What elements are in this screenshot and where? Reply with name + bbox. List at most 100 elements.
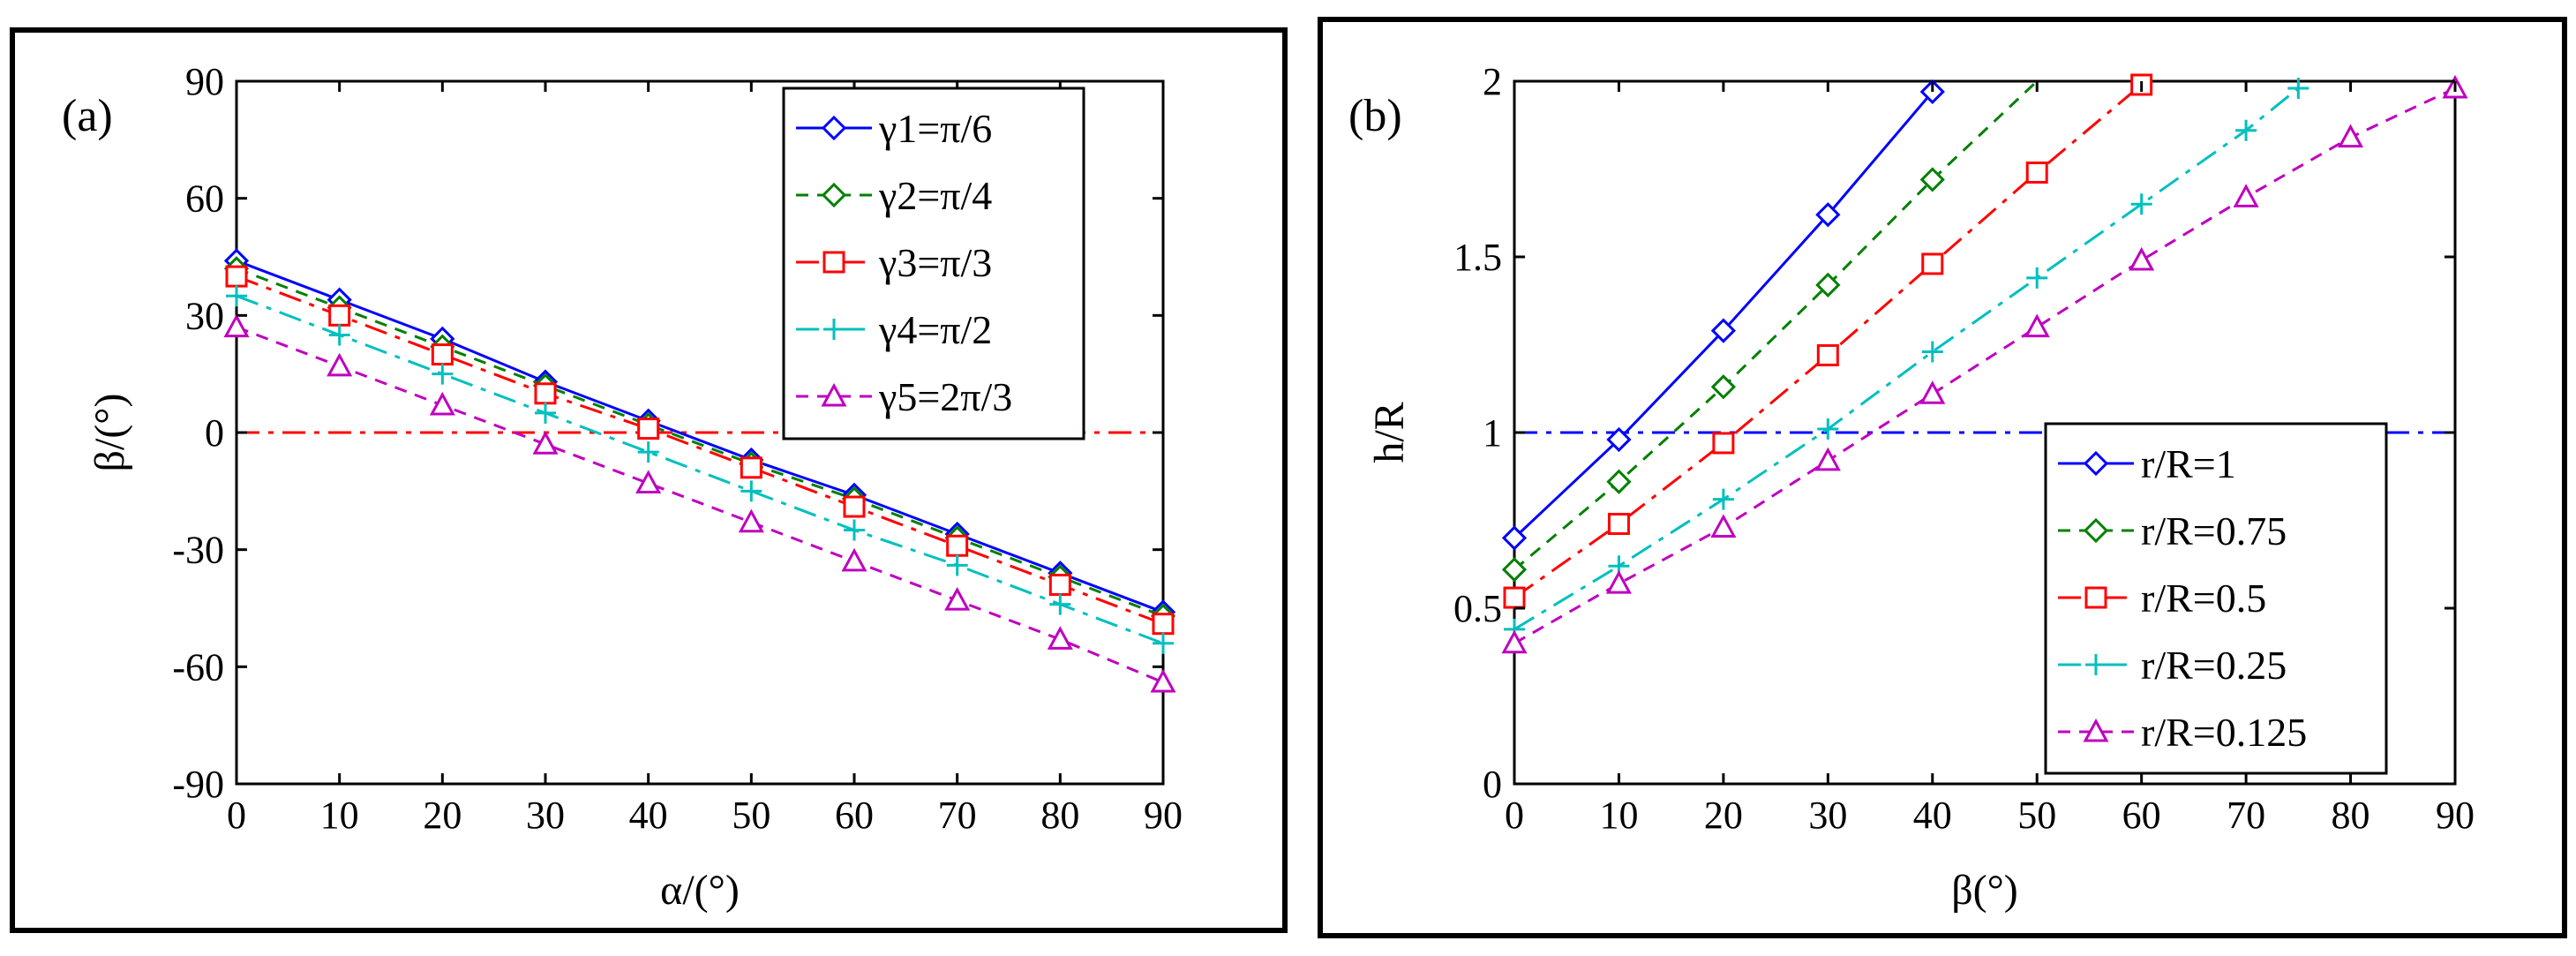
chart-b-legend-marker-4: [2085, 654, 2107, 675]
chart-a-series-4-point: [226, 285, 247, 307]
chart-a-series-4-point: [1153, 632, 1174, 654]
chart-a-series-3-point: [946, 534, 969, 557]
chart-a-ytick-label: 90: [185, 60, 224, 103]
chart-b-xtick-label: 10: [1599, 794, 1638, 837]
chart-a-xtick-label: 0: [227, 794, 246, 837]
chart-b-series-3-point: [2025, 161, 2048, 184]
chart-a-series-5-point: [1047, 626, 1073, 650]
panel-b-label: (b): [1348, 91, 1402, 141]
chart-a-series-5-point: [944, 587, 971, 611]
chart-a-xtick-label: 20: [423, 794, 462, 837]
chart-a-legend-label-2: γ2=π/4: [878, 173, 992, 218]
chart-b-series-4-point: [2287, 77, 2309, 99]
chart-b-series-5-point: [2338, 124, 2364, 148]
chart-a-series-5-point: [635, 470, 662, 493]
chart-a-ytick-label: 30: [185, 294, 224, 337]
chart-b-legend-label-3: r/R=0.5: [2141, 576, 2266, 621]
chart-a-series-5-point: [841, 547, 867, 572]
chart-a-series-5-point: [1150, 668, 1176, 693]
chart-b-series-2-point: [1710, 374, 1737, 400]
chart-a-ytick-label: -60: [172, 645, 224, 689]
chart-a-legend-label-1: γ1=π/6: [878, 106, 992, 151]
chart-a-series-3-point: [328, 304, 351, 327]
panel-a-label: (a): [62, 91, 113, 141]
chart-a-legend-marker-4: [823, 319, 845, 340]
chart-a: (a) 0 10 20 30 40 50 60 70 80 90-90-60-300306090 …: [62, 60, 1183, 914]
chart-b-legend: r/R=1 r/R=0.75 r/R=0.5 r/R=0.25 r/R=0.125: [2044, 422, 2388, 775]
chart-a-xtick-label: 60: [835, 794, 874, 837]
chart-a-series-5-point: [327, 352, 353, 377]
chart-a-xtick-label: 10: [320, 794, 359, 837]
chart-b: (b) 0 10 20 30 40 50 60 70 80 90 0 0.5 1 1.5 2 β(°) h/…: [1348, 60, 2475, 914]
chart-a-series-4-point: [328, 324, 350, 346]
chart-a-series-4-point: [844, 519, 865, 541]
chart-a-xlabel: α/(°): [660, 867, 740, 914]
chart-a-series-2-line: [236, 267, 1164, 618]
chart-a-series-1-line: [236, 260, 1164, 613]
chart-b-series-3-point: [1712, 432, 1735, 455]
chart-b-ylabel: h/R: [1366, 402, 1413, 463]
chart-b-series-3-point: [1816, 343, 1839, 366]
chart-a-series-3-point: [637, 418, 660, 440]
chart-b-legend-marker-5: [2083, 718, 2109, 742]
chart-b-xtick-label: 60: [2122, 794, 2161, 837]
chart-a-legend-label-5: γ5=2π/3: [878, 374, 1012, 419]
chart-a-series-3-point: [534, 382, 557, 405]
chart-b-legend-label-5: r/R=0.125: [2141, 710, 2307, 755]
chart-a-ytick-label: -90: [172, 763, 224, 806]
chart-a-ytick-label: -30: [172, 529, 224, 572]
chart-b-series-3-point: [1503, 586, 1526, 609]
chart-b-series-5-point: [2233, 184, 2259, 207]
chart-b-legend-label-2: r/R=0.75: [2141, 508, 2287, 553]
chart-b-series-4-point: [1817, 418, 1839, 440]
chart-b-series-4-point: [1712, 488, 1734, 510]
chart-b-legend-marker-3: [2084, 586, 2107, 609]
chart-b-legend-label-1: r/R=1: [2141, 441, 2236, 486]
chart-b-series-1-point: [1606, 426, 1632, 453]
chart-a-legend-marker-1: [821, 115, 847, 141]
chart-b-ytick-label: 0: [1483, 763, 1502, 806]
chart-b-series-2-point: [1815, 272, 1841, 297]
chart-a-series-4-point: [637, 441, 659, 463]
chart-b-series-5-point: [2129, 246, 2155, 271]
chart-b-xtick-label: 90: [2436, 794, 2475, 837]
chart-b-xtick-label: 0: [1505, 794, 1524, 837]
chart-a-series-3-point: [843, 495, 866, 518]
chart-b-series-2-point: [1606, 469, 1632, 494]
chart-b-series-4-point: [1921, 341, 1943, 363]
chart-a-series-4-point: [1049, 593, 1071, 615]
chart-a-ytick-label: 0: [205, 411, 224, 455]
chart-a-legend-marker-2: [821, 182, 847, 208]
chart-a-xtick-label: 30: [526, 794, 565, 837]
chart-a-series-4-point: [946, 554, 968, 576]
chart-b-series-5-point: [1710, 514, 1737, 538]
chart-a-xtick-label: 40: [629, 794, 668, 837]
chart-b-series-2-point: [1919, 167, 1945, 192]
chart-a-series-3-line: [236, 275, 1164, 626]
chart-b-series-1-point: [1815, 202, 1841, 228]
chart-a-series-3-point: [225, 265, 248, 288]
chart-a-series-5-point: [738, 508, 764, 533]
chart-a-xtick-label: 50: [732, 794, 770, 837]
chart-a-series-5-point: [223, 313, 250, 338]
chart-b-xtick-label: 40: [1913, 794, 1952, 837]
chart-a-xtick-label: 70: [938, 794, 977, 837]
chart-a-series-3-point: [1048, 573, 1071, 596]
chart-a-legend-marker-5: [821, 382, 847, 407]
chart-a-ytick-label: 60: [185, 177, 224, 221]
chart-a-series-3-point: [1152, 613, 1175, 636]
chart-a-series-4-point: [740, 480, 762, 502]
chart-b-legend-label-4: r/R=0.25: [2141, 643, 2287, 688]
chart-a-legend-label-4: γ4=π/2: [878, 307, 992, 352]
chart-b-series-5-point: [1919, 380, 1946, 404]
chart-b-legend-marker-2: [2083, 517, 2109, 544]
chart-b-legend-marker-1: [2083, 450, 2109, 477]
chart-b-series-3-point: [1921, 252, 1944, 275]
chart-b-series-3-point: [1607, 512, 1630, 535]
chart-b-xtick-label: 50: [2017, 794, 2056, 837]
chart-a-xtick-label: 90: [1144, 794, 1183, 837]
chart-a-series-4-point: [535, 402, 556, 424]
chart-b-series-2-point: [1501, 557, 1528, 583]
chart-a-xtick-label: 80: [1040, 794, 1079, 837]
